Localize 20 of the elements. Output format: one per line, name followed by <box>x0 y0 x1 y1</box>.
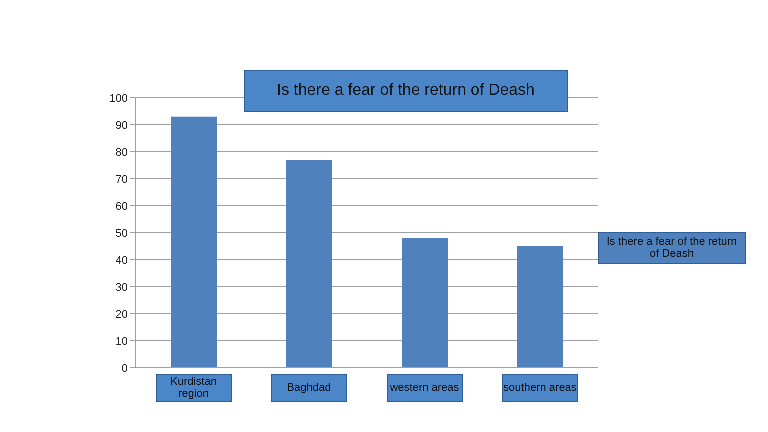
y-tick-label: 50 <box>116 228 128 240</box>
y-tick-label: 80 <box>116 146 128 159</box>
bar <box>171 116 217 368</box>
bar <box>402 238 448 368</box>
x-tick-label: Kurdistan region <box>156 374 232 402</box>
x-tick-label: southern areas <box>502 374 578 402</box>
y-tick-label: 40 <box>116 254 128 267</box>
bar <box>286 160 332 368</box>
x-tick-label: western areas <box>386 374 463 402</box>
y-tick-label: 90 <box>116 120 128 132</box>
y-tick-label: 70 <box>116 174 128 186</box>
y-tick-label: 10 <box>116 336 128 348</box>
x-tick-label: Baghdad <box>271 374 348 402</box>
y-tick-label: 100 <box>110 92 128 105</box>
y-tick-label: 20 <box>116 308 128 321</box>
text: Is there a fear of the return of Deash <box>598 232 746 264</box>
y-tick-label: 0 <box>122 362 128 375</box>
bar <box>518 246 564 368</box>
y-tick-label: 60 <box>116 200 128 213</box>
y-tick-label: 30 <box>116 282 128 294</box>
